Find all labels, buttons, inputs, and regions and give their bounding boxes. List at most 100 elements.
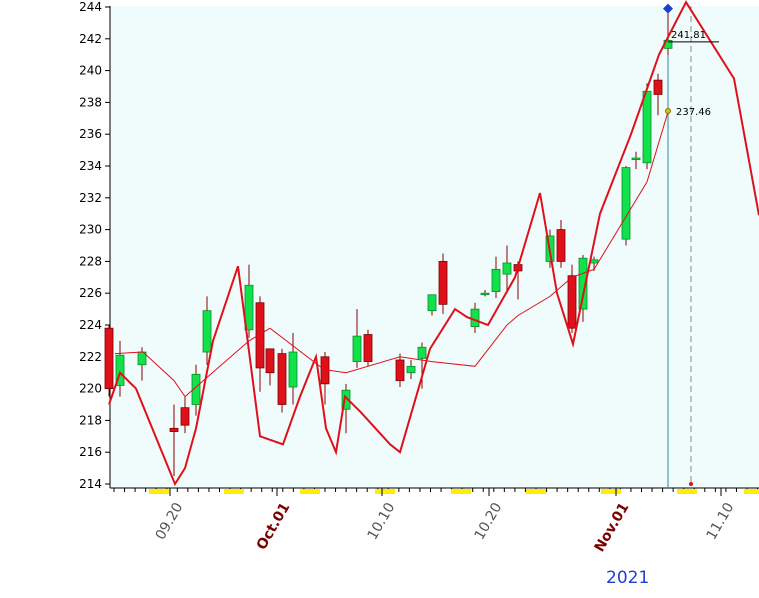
candle-body (417, 346, 427, 359)
price-marker-label: 241.81 (671, 30, 706, 41)
plot-area (109, 6, 759, 489)
candle-body (631, 157, 641, 160)
line-series (108, 0, 759, 487)
y-tick-label: 242 (79, 32, 102, 46)
candle-body (406, 365, 416, 374)
y-tick-label: 220 (79, 382, 102, 396)
average-marker-label: 237.46 (676, 107, 711, 118)
candle (352, 309, 362, 368)
candle (169, 404, 179, 477)
y-tick-label: 216 (79, 445, 102, 459)
weekend-marker (601, 489, 621, 494)
x-axis: 09.20 Oct.01 10.10 10.20 Nov.01 11.10 (113, 488, 759, 555)
candle (631, 151, 641, 170)
forecast-line (108, 0, 759, 487)
candle-body (567, 275, 577, 329)
candle-body (202, 310, 212, 353)
candle-body (244, 284, 254, 331)
y-tick-label: 240 (79, 64, 102, 78)
weekend-marker (300, 489, 320, 494)
candle-body (653, 79, 663, 95)
y-tick-label: 230 (79, 223, 102, 237)
weekend-marker (677, 489, 697, 494)
x-tick-label: Nov.01 (592, 500, 633, 555)
candle-body (491, 268, 501, 293)
candle (395, 353, 405, 388)
candle-body (480, 292, 490, 296)
y-tick-label: 238 (79, 95, 102, 109)
candle-body (288, 351, 298, 388)
y-axis: 214 216 218 220 222 224 226 228 230 232 234 236 238 2… (79, 0, 110, 491)
y-tick-label: 226 (79, 286, 102, 300)
candle (244, 264, 254, 338)
candle (438, 253, 448, 314)
plot-background (110, 6, 759, 488)
weekend-marker (744, 489, 759, 494)
year-label: 2021 (606, 568, 649, 588)
candle (277, 348, 287, 413)
y-tick-label: 222 (79, 350, 102, 364)
candlestick-series (104, 7, 673, 477)
candle-body (180, 407, 190, 426)
candle-body (363, 334, 373, 362)
y-tick-label: 224 (79, 318, 102, 332)
y-tick-label: 236 (79, 127, 102, 141)
candle (202, 296, 212, 365)
candle (265, 348, 275, 386)
candle (621, 166, 631, 246)
x-tick-label: 09.20 (153, 500, 187, 543)
candle-body (265, 348, 275, 374)
candle (115, 340, 125, 397)
candle (502, 245, 512, 294)
candle (406, 359, 416, 380)
y-tick-label: 244 (79, 0, 102, 14)
candle-body (427, 294, 437, 312)
candle-body (395, 359, 405, 382)
x-tick-label: 11.10 (704, 500, 738, 543)
high-diamond-marker (663, 3, 673, 14)
candle (480, 290, 490, 297)
candle (341, 383, 351, 434)
candle-body (578, 257, 588, 310)
candle-body (191, 373, 201, 405)
candle (427, 294, 437, 316)
y-tick-label: 232 (79, 191, 102, 205)
candle-body (115, 354, 125, 386)
candle (191, 364, 201, 416)
candle-body (341, 389, 351, 410)
candle-body (255, 302, 265, 369)
forecast-end-dot (689, 482, 693, 486)
weekend-marker (526, 489, 546, 494)
candle (578, 255, 588, 322)
candle (288, 332, 298, 405)
x-tick-label: Oct.01 (254, 500, 294, 553)
candle (567, 264, 577, 333)
x-tick-label: 10.10 (365, 500, 399, 543)
candle (104, 325, 114, 397)
candle-body (556, 229, 566, 262)
candle (653, 73, 663, 116)
candle (417, 342, 427, 389)
weekend-marker (451, 489, 471, 494)
candle-body (438, 260, 448, 305)
candle-body (169, 427, 179, 432)
candle-body (277, 353, 287, 405)
moving-average-line (114, 111, 669, 398)
candle (255, 296, 265, 392)
candle-body (104, 327, 114, 389)
y-tick-label: 228 (79, 254, 102, 268)
candle (491, 256, 501, 298)
candle-body (642, 90, 652, 164)
candle-body (470, 308, 480, 327)
weekend-marker (224, 489, 244, 494)
y-tick-label: 234 (79, 159, 102, 173)
candle (363, 329, 373, 367)
weekend-marker (375, 489, 395, 494)
y-tick-label: 214 (79, 477, 102, 491)
candle-body (621, 167, 631, 240)
candle (556, 220, 566, 268)
y-tick-label: 218 (79, 413, 102, 427)
annotations: 241.81 237.46 (663, 3, 719, 486)
x-tick-label: 10.20 (472, 500, 506, 543)
